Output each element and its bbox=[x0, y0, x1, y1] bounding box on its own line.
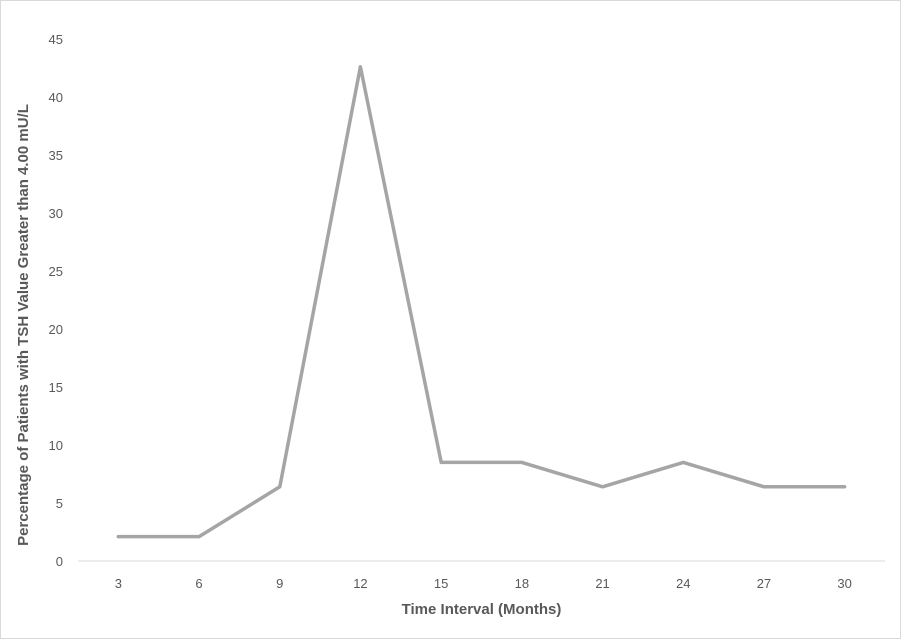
y-axis-tick-labels: 0 5 10 15 20 25 30 35 40 45 bbox=[49, 32, 63, 569]
series-line bbox=[116, 65, 847, 539]
y-tick-label: 5 bbox=[56, 496, 63, 511]
data-point bbox=[116, 535, 120, 539]
series-group bbox=[116, 65, 847, 539]
data-point bbox=[358, 65, 362, 69]
x-tick-label: 18 bbox=[515, 576, 529, 591]
x-tick-label: 9 bbox=[276, 576, 283, 591]
data-point bbox=[601, 485, 605, 489]
y-tick-label: 25 bbox=[49, 264, 63, 279]
data-point bbox=[762, 485, 766, 489]
y-tick-label: 40 bbox=[49, 90, 63, 105]
x-tick-label: 30 bbox=[837, 576, 851, 591]
x-axis-tick-labels: 3 6 9 12 15 18 21 24 27 30 bbox=[115, 576, 852, 591]
x-tick-label: 24 bbox=[676, 576, 690, 591]
y-tick-label: 30 bbox=[49, 206, 63, 221]
x-tick-label: 12 bbox=[353, 576, 367, 591]
data-point bbox=[843, 485, 847, 489]
x-tick-label: 3 bbox=[115, 576, 122, 591]
data-point bbox=[197, 535, 201, 539]
y-axis-title: Percentage of Patients with TSH Value Gr… bbox=[15, 104, 32, 546]
y-tick-label: 10 bbox=[49, 438, 63, 453]
data-point bbox=[439, 460, 443, 464]
data-point bbox=[278, 485, 282, 489]
data-point bbox=[520, 460, 524, 464]
x-tick-label: 6 bbox=[195, 576, 202, 591]
x-axis-title: Time Interval (Months) bbox=[402, 601, 562, 618]
y-tick-label: 20 bbox=[49, 322, 63, 337]
x-tick-label: 21 bbox=[595, 576, 609, 591]
y-tick-label: 15 bbox=[49, 380, 63, 395]
x-tick-label: 27 bbox=[757, 576, 771, 591]
y-tick-label: 35 bbox=[49, 148, 63, 163]
y-tick-label: 0 bbox=[56, 554, 63, 569]
data-point bbox=[681, 460, 685, 464]
x-tick-label: 15 bbox=[434, 576, 448, 591]
y-tick-label: 45 bbox=[49, 32, 63, 47]
